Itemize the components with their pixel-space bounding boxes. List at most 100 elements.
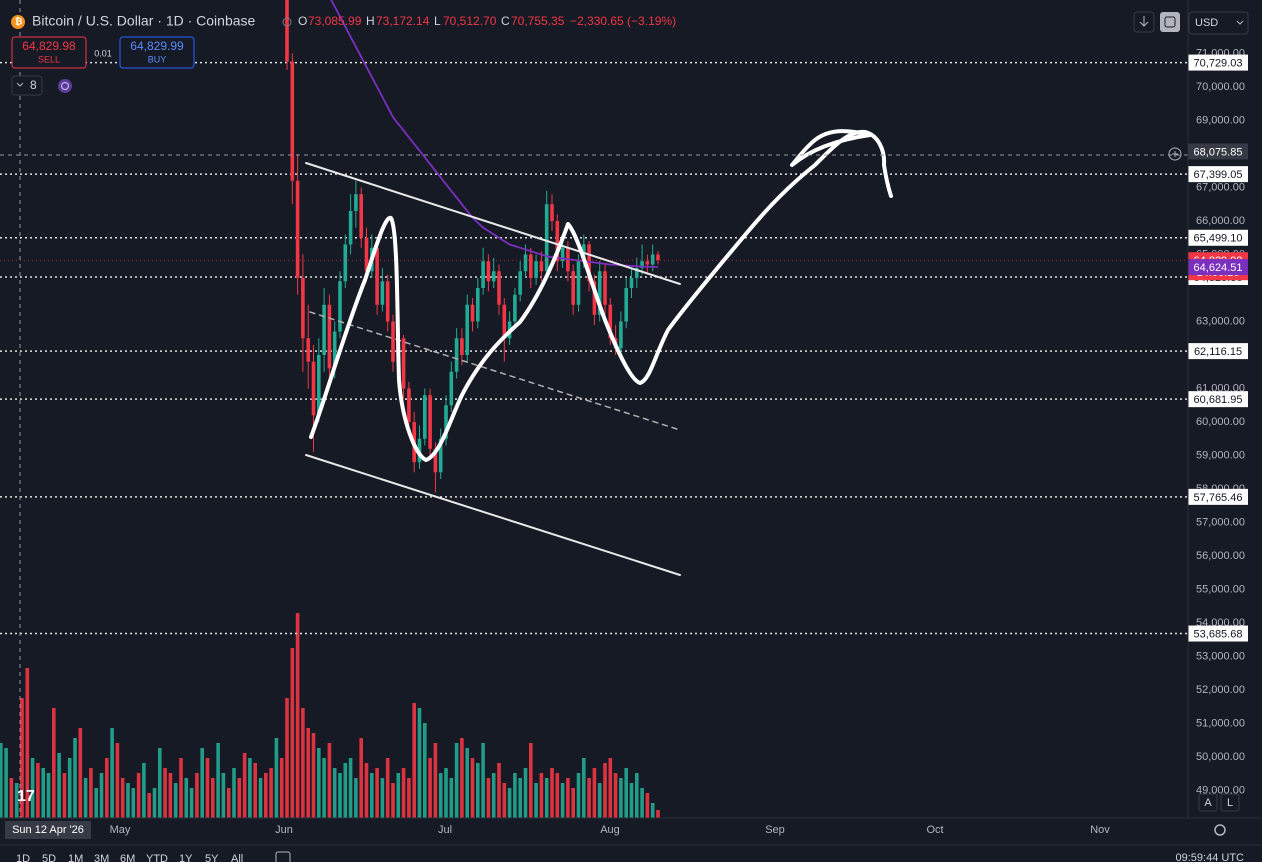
volume-bar bbox=[115, 743, 120, 818]
y-tick-label: 55,000.00 bbox=[1196, 583, 1245, 595]
crosshair-date-box bbox=[5, 821, 91, 839]
volume-bar bbox=[364, 763, 369, 818]
candle-body bbox=[465, 304, 469, 355]
volume-bar bbox=[491, 773, 496, 818]
date-range-button[interactable] bbox=[275, 851, 291, 862]
x-tick-label: Sep bbox=[765, 824, 785, 836]
indicators-toggle[interactable] bbox=[11, 75, 43, 96]
volume-bar bbox=[534, 783, 538, 818]
volume-bar bbox=[317, 748, 321, 818]
symbol-title[interactable]: Bitcoin / U.S. Dollar · 1D · Coinbase bbox=[32, 13, 256, 29]
volume-bar bbox=[110, 728, 114, 818]
volume-bar bbox=[656, 810, 660, 818]
volume-bar bbox=[216, 743, 220, 818]
currency-select[interactable] bbox=[1188, 11, 1249, 35]
y-tick-label: 67,000.00 bbox=[1196, 181, 1245, 193]
plot-area bbox=[0, 0, 1188, 818]
level-label: 53,685.68 bbox=[1194, 628, 1243, 640]
x-tick-label: Jul bbox=[438, 824, 452, 836]
volume-bar bbox=[163, 768, 167, 818]
level-label-box bbox=[1188, 488, 1248, 505]
buy-button[interactable] bbox=[119, 36, 195, 69]
y-tick-label: 69,000.00 bbox=[1196, 114, 1245, 126]
volume-bar bbox=[301, 708, 305, 818]
freehand-drawing bbox=[309, 129, 893, 462]
volume-bar bbox=[152, 788, 157, 818]
level-label: 57,765.46 bbox=[1194, 492, 1243, 504]
range-button[interactable]: 5Y bbox=[205, 853, 219, 862]
range-button[interactable]: 1D bbox=[16, 853, 30, 862]
volume-bar bbox=[497, 763, 501, 818]
volume-bar bbox=[502, 783, 507, 818]
volume-bar bbox=[438, 773, 443, 818]
volume-bar bbox=[221, 773, 226, 818]
chevron-icon bbox=[1236, 20, 1244, 25]
crosshair-price-box bbox=[1188, 143, 1248, 160]
candle-body bbox=[534, 261, 538, 278]
candle-body bbox=[380, 281, 385, 305]
candle-body bbox=[449, 371, 454, 406]
tradingview-logo[interactable]: 17 bbox=[17, 788, 35, 805]
log-scale-button[interactable] bbox=[1220, 793, 1240, 812]
volume-bar bbox=[635, 773, 639, 818]
sell-button[interactable] bbox=[11, 36, 87, 69]
level-label-box bbox=[1188, 54, 1248, 71]
x-tick-label: Jun bbox=[275, 824, 293, 836]
volume-bar bbox=[629, 783, 634, 818]
range-button[interactable]: 1Y bbox=[179, 853, 193, 862]
candle-body bbox=[343, 244, 348, 282]
sync-icon[interactable] bbox=[58, 79, 72, 93]
candle-body bbox=[571, 271, 575, 305]
volume-bar bbox=[67, 758, 72, 818]
settings-button[interactable] bbox=[1214, 824, 1226, 836]
candle-body bbox=[576, 261, 581, 305]
volume-bar bbox=[407, 778, 411, 818]
range-button[interactable]: 3M bbox=[94, 853, 109, 862]
volume-bar bbox=[311, 733, 316, 818]
bottom-toolbar: 1D 5D 1M 3M 6M YTD 1Y 5Y All bbox=[16, 853, 243, 862]
btc-icon bbox=[11, 15, 25, 29]
range-button[interactable]: All bbox=[231, 853, 243, 862]
candle-body bbox=[322, 304, 326, 355]
candle-body bbox=[295, 180, 300, 278]
indicator-count: 8 bbox=[30, 78, 37, 92]
volume-bar bbox=[539, 773, 544, 818]
range-button[interactable]: 1M bbox=[68, 853, 83, 862]
candle-body bbox=[640, 261, 644, 268]
candle-body bbox=[438, 438, 443, 473]
volume-bar bbox=[332, 768, 337, 818]
candle-body bbox=[417, 438, 422, 463]
range-button[interactable]: 6M bbox=[120, 853, 135, 862]
y-tick-label: 49,000.00 bbox=[1196, 784, 1245, 796]
volume-bar bbox=[205, 758, 210, 818]
auto-scale-button[interactable] bbox=[1198, 793, 1218, 812]
range-button[interactable]: 5D bbox=[42, 853, 56, 862]
candle-body bbox=[608, 304, 613, 339]
volume-bar bbox=[650, 803, 655, 818]
volume-bar bbox=[582, 758, 586, 818]
x-tick-label: Aug bbox=[600, 824, 620, 836]
volume-bar bbox=[46, 773, 51, 818]
volume-bar bbox=[576, 773, 581, 818]
volume-bar bbox=[640, 788, 644, 818]
candle-body bbox=[423, 395, 427, 439]
ma-price-box bbox=[1188, 259, 1248, 276]
add-alert-button[interactable] bbox=[1168, 147, 1182, 161]
candle-body bbox=[444, 405, 448, 439]
volume-bar bbox=[529, 743, 533, 818]
visibility-icon[interactable] bbox=[282, 17, 292, 27]
ohlc-label: H bbox=[366, 14, 375, 28]
candle-body bbox=[470, 304, 475, 322]
candle-body bbox=[428, 395, 432, 449]
candle-body bbox=[385, 281, 390, 322]
volume-bar bbox=[433, 743, 438, 818]
volume-bar bbox=[126, 783, 130, 818]
y-tick-label: 57,000.00 bbox=[1196, 516, 1245, 528]
range-button[interactable]: YTD bbox=[146, 853, 168, 862]
candle-body bbox=[317, 355, 321, 416]
volume-bar bbox=[428, 758, 432, 818]
buy-price: 64,829.99 bbox=[130, 39, 184, 53]
screenshot-button[interactable] bbox=[1160, 12, 1180, 32]
candle-body bbox=[481, 261, 485, 288]
